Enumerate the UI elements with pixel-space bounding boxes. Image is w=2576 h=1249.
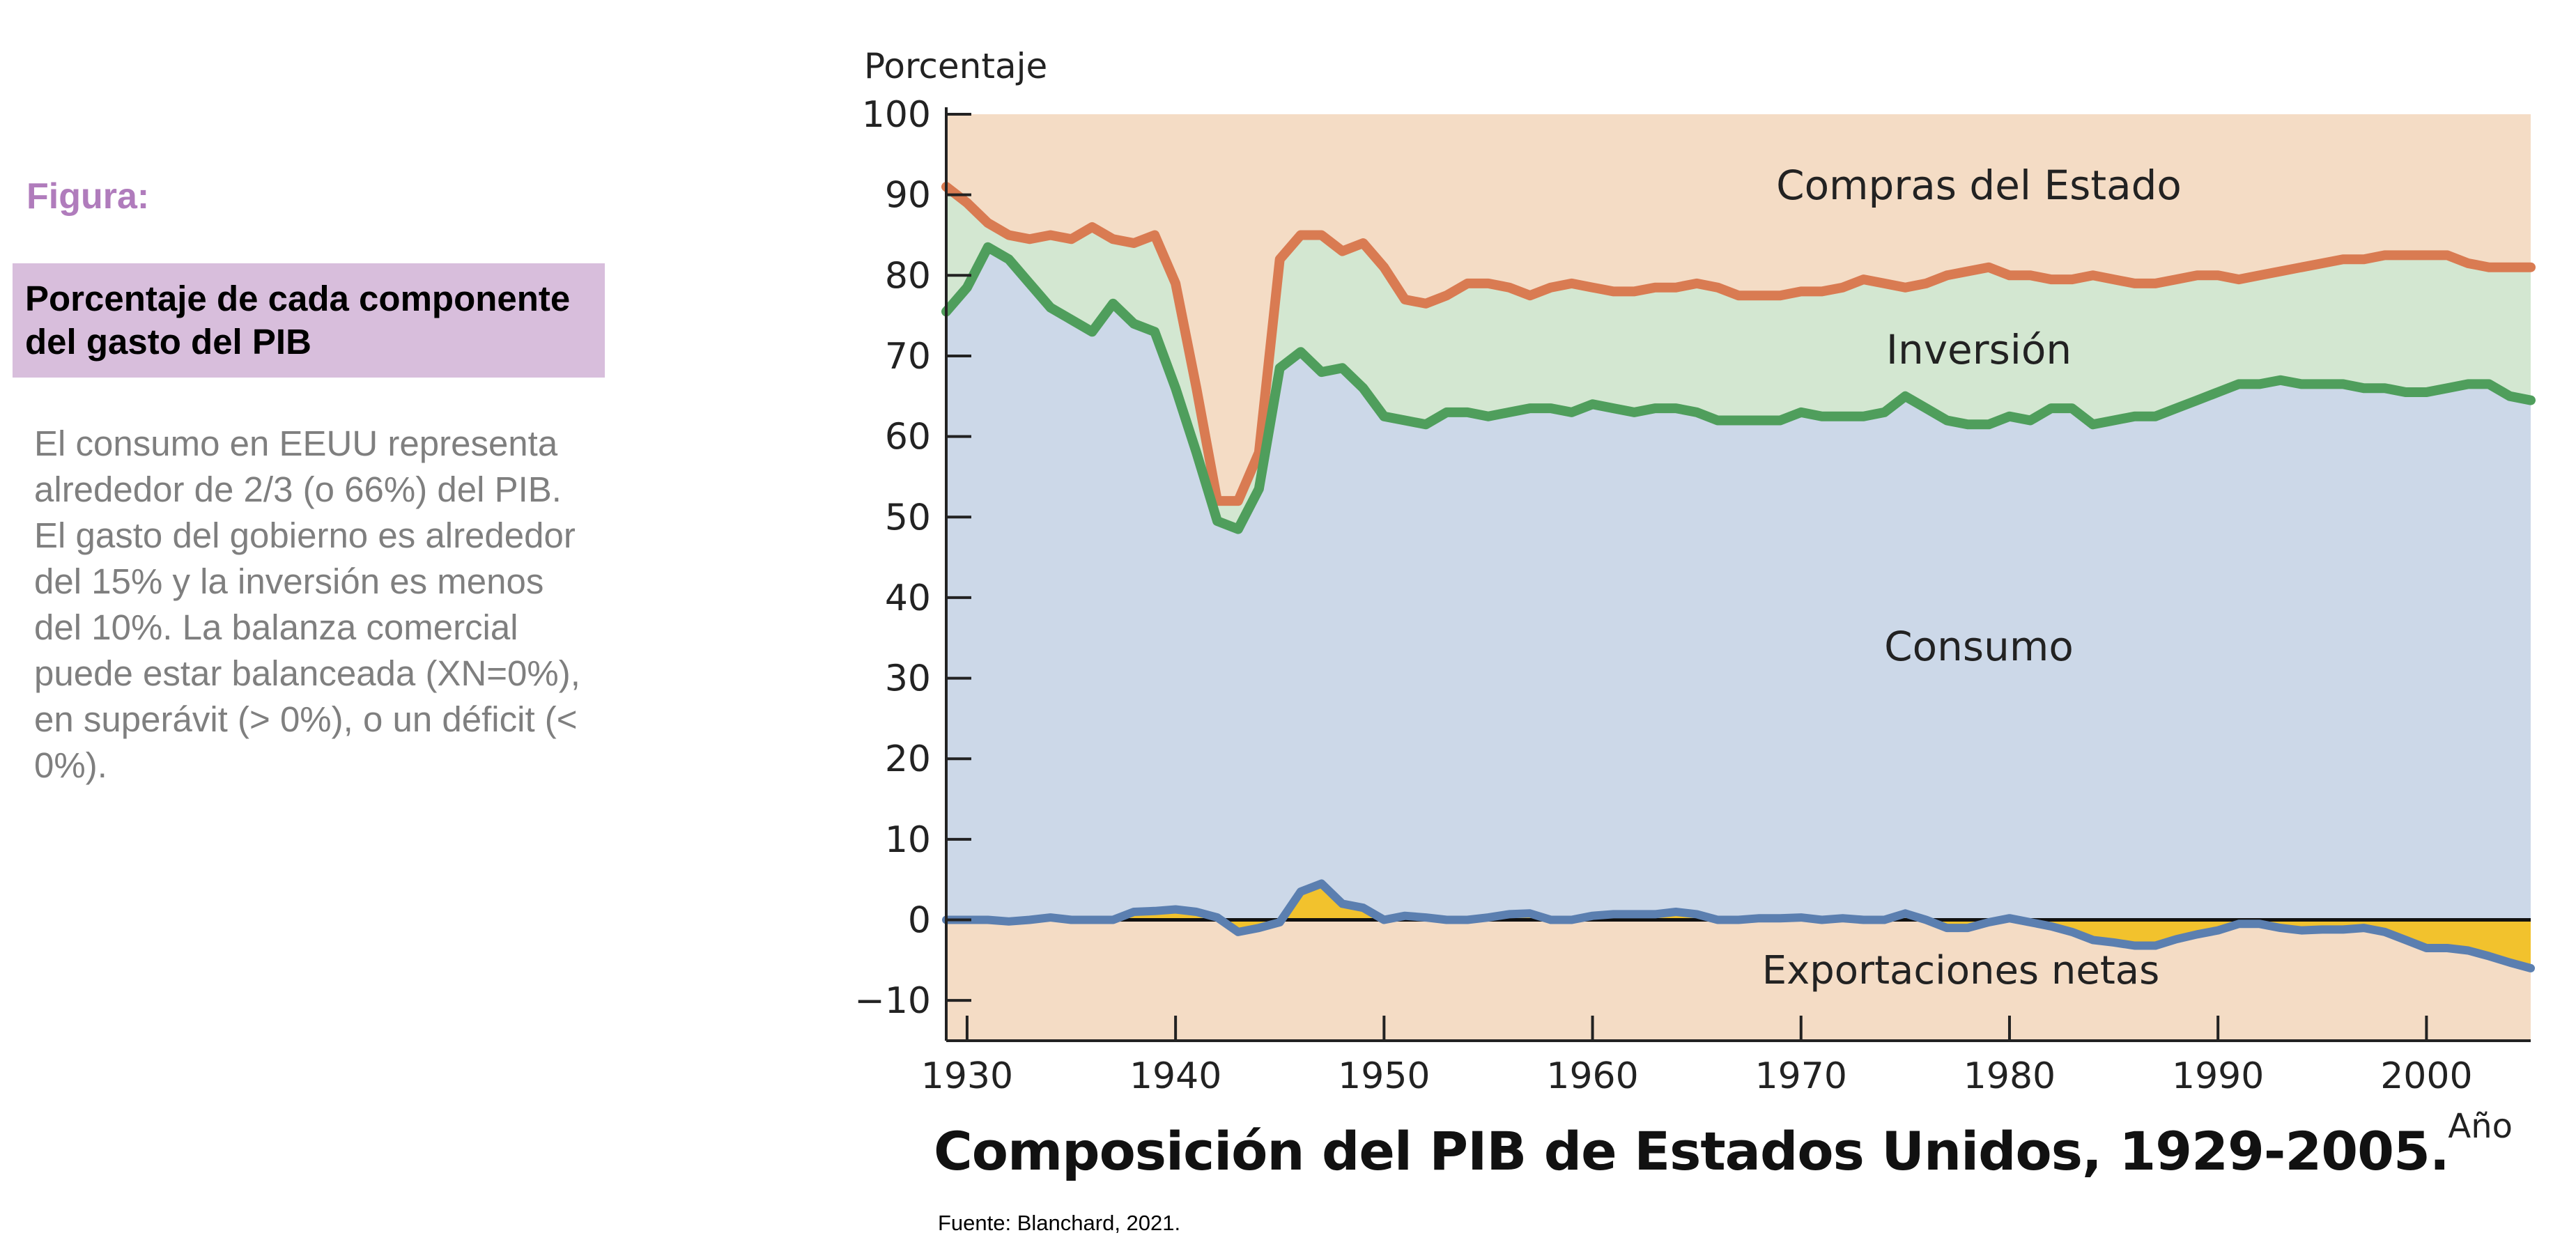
y-tick-label: 20	[885, 738, 931, 780]
chart-title: Composición del PIB de Estados Unidos, 1…	[934, 1120, 2450, 1182]
x-tick-label: 1990	[2172, 1055, 2264, 1097]
y-tick-label: 10	[885, 819, 931, 861]
figure-title-box: Porcentaje de cada componente del gasto …	[13, 263, 605, 378]
area-label-government: Compras del Estado	[1776, 162, 2182, 209]
y-tick-label: 100	[862, 94, 931, 136]
y-tick-label: 40	[885, 577, 931, 619]
y-tick-label: 60	[885, 417, 931, 458]
net-exports-line	[942, 879, 2535, 972]
y-tick-label: 50	[885, 497, 931, 538]
y-tick-label: 70	[885, 336, 931, 378]
x-tick-label: 1940	[1129, 1055, 1221, 1097]
consumption-line	[941, 242, 2536, 534]
y-axis-label: Porcentaje	[864, 46, 1047, 86]
government-line	[941, 182, 2536, 506]
y-tick-label: 30	[885, 658, 931, 700]
y-tick-label: 90	[885, 175, 931, 217]
figure-label: Figura:	[26, 176, 150, 217]
x-tick-label: 1980	[1964, 1055, 2056, 1097]
y-tick-label: 80	[885, 255, 931, 297]
y-tick-label: −10	[854, 980, 931, 1022]
y-tick-label: 0	[908, 900, 931, 942]
x-tick-label: 1930	[921, 1055, 1013, 1097]
x-tick-label: 1960	[1546, 1055, 1638, 1097]
x-axis-label: Año	[2448, 1107, 2513, 1146]
figure-description: El consumo en EEUU representa alrededor …	[34, 424, 580, 785]
area-label-net-exports: Exportaciones netas	[1762, 948, 2160, 993]
consumption-area	[946, 247, 2531, 920]
axes: −10 0 10 20 30 40 50 60 70 80 90 100 1930 1940 1950 196…	[854, 94, 2531, 1097]
area-label-consumption: Consumo	[1884, 623, 2074, 670]
x-tick-label: 1950	[1338, 1055, 1430, 1097]
area-label-investment: Inversión	[1886, 326, 2072, 373]
x-tick-label: 2000	[2380, 1055, 2472, 1097]
x-tick-label: 1970	[1755, 1055, 1847, 1097]
source-note: Fuente: Blanchard, 2021.	[938, 1211, 1181, 1235]
